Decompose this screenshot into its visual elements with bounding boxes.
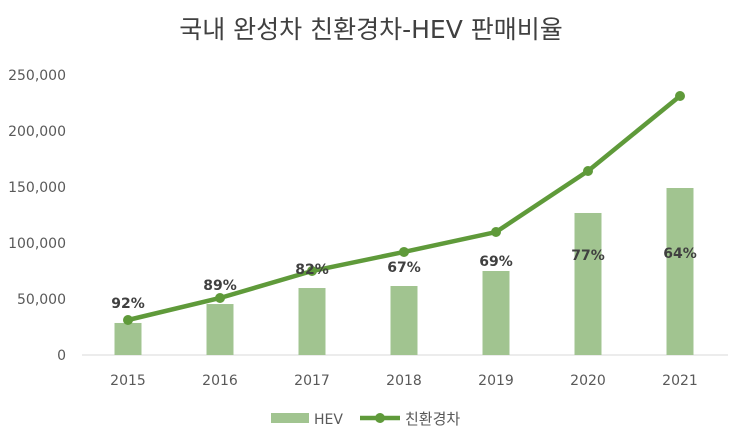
bar-hev <box>206 304 234 355</box>
line-point <box>675 91 685 101</box>
legend-hev-swatch <box>271 413 309 423</box>
y-tick-label: 100,000 <box>8 236 66 252</box>
line-point <box>491 227 501 238</box>
x-tick-label: 2021 <box>662 373 698 389</box>
x-tick-label: 2018 <box>386 373 422 389</box>
line-point <box>583 165 593 176</box>
line-point <box>399 246 409 257</box>
data-label: 82% <box>295 262 329 278</box>
x-tick-label: 2020 <box>570 373 606 389</box>
bar-hev <box>114 322 142 355</box>
line-point <box>307 266 317 276</box>
data-label: 92% <box>111 296 145 312</box>
data-label: 69% <box>479 254 513 270</box>
y-tick-label: 150,000 <box>8 180 66 196</box>
bar-hev <box>298 288 326 355</box>
legend-eco-label: 친환경차 <box>405 410 460 428</box>
y-tick-label: 50,000 <box>17 292 66 308</box>
y-tick-label: 200,000 <box>8 124 66 140</box>
bar-hev <box>574 212 602 355</box>
y-tick-label: 0 <box>57 348 66 364</box>
line-point <box>215 292 225 303</box>
chart-title: 국내 완성차 친환경차-HEV 판매비율 <box>179 15 563 44</box>
x-tick-label: 2019 <box>478 373 514 389</box>
legend-eco-marker <box>375 413 385 423</box>
bar-hev <box>482 271 510 355</box>
x-tick-label: 2016 <box>202 373 238 389</box>
bar-hev <box>390 286 418 355</box>
y-tick-label: 250,000 <box>8 68 66 84</box>
line-point <box>123 315 133 325</box>
data-label: 89% <box>203 278 237 294</box>
data-label: 64% <box>663 246 697 262</box>
data-label: 67% <box>387 260 421 276</box>
x-tick-label: 2015 <box>110 373 146 389</box>
legend-hev-label: HEV <box>314 412 343 428</box>
x-tick-label: 2017 <box>294 373 330 389</box>
data-label: 77% <box>571 248 605 264</box>
bar-hev <box>666 188 694 355</box>
